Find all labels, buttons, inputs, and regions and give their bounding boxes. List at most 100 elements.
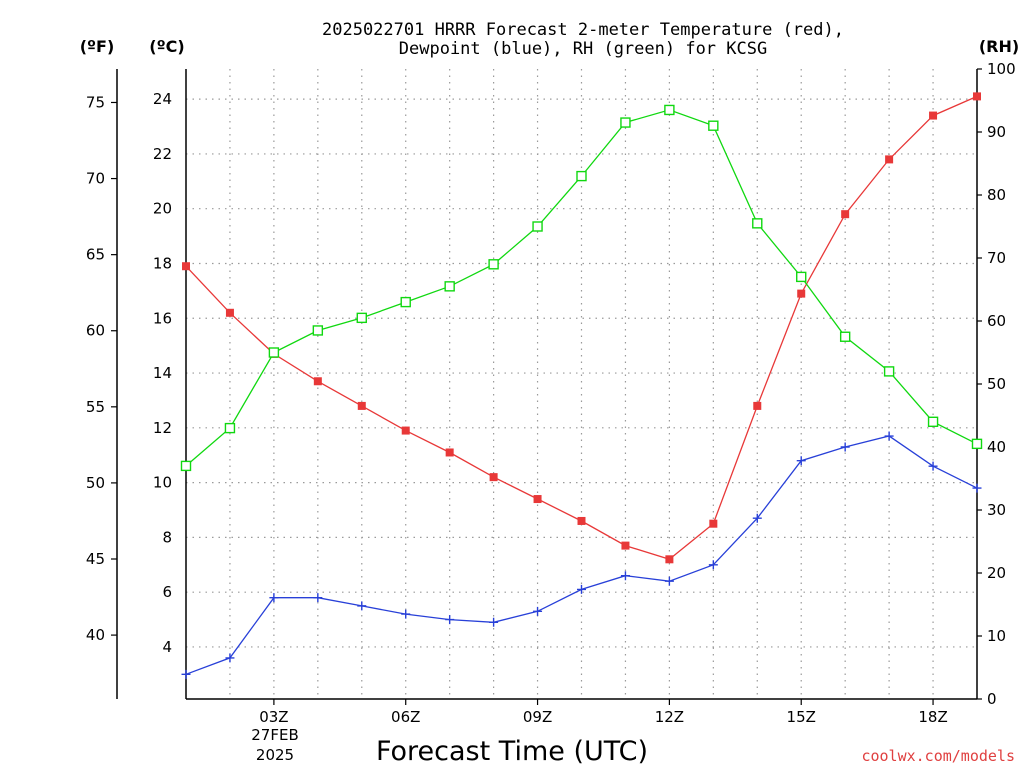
dewpoint-point [181, 669, 191, 679]
temperature-point [533, 495, 542, 504]
rh-tick-label: 20 [987, 564, 1006, 582]
dewpoint-point [357, 601, 367, 611]
rh-tick-label: 100 [987, 60, 1016, 78]
x-tick-label: 06Z [391, 708, 420, 726]
rh-point [927, 416, 939, 427]
fahrenheit-tick-label: 60 [86, 322, 105, 340]
dewpoint-point [708, 560, 718, 570]
temperature-point [225, 308, 234, 317]
temperature-point [665, 555, 674, 564]
rh-point [224, 422, 236, 434]
dewpoint-point [796, 456, 806, 466]
temperature-point [445, 448, 454, 457]
fahrenheit-tick-label: 70 [86, 170, 105, 188]
rh-point [883, 366, 895, 377]
rh-unit-label: (RH) [979, 37, 1019, 56]
temperature-point [929, 111, 938, 120]
temperature-point [709, 519, 718, 528]
rh-point [664, 104, 675, 116]
celsius-tick-label: 14 [153, 364, 172, 382]
celsius-tick-label: 22 [153, 145, 172, 163]
fahrenheit-tick-label: 50 [86, 474, 105, 492]
temperature-point [797, 289, 806, 298]
temperature-point [182, 262, 190, 271]
x-tick-label: 15Z [787, 708, 816, 726]
date-label-year: 2025 [256, 746, 294, 764]
axes [111, 68, 982, 705]
celsius-tick-label: 20 [153, 200, 172, 218]
celsius-tick-label: 16 [153, 309, 172, 327]
celsius-tick-label: 8 [162, 528, 172, 546]
x-tick-label: 18Z [918, 708, 947, 726]
fahrenheit-tick-label: 65 [86, 246, 105, 264]
dewpoint-point [533, 606, 543, 616]
rh-point [268, 347, 280, 358]
temperature-point [885, 155, 894, 164]
rh-tick-label: 60 [987, 312, 1006, 330]
rh-tick-label: 80 [987, 186, 1006, 204]
rh-point [708, 120, 719, 131]
rh-tick-label: 70 [987, 249, 1006, 267]
temperature-point [401, 426, 410, 435]
dewpoint-point [664, 576, 674, 586]
dewpoint-point [620, 571, 630, 581]
fahrenheit-tick-label: 75 [86, 93, 105, 111]
dewpoint-point [313, 593, 323, 603]
temperature-point [973, 92, 981, 101]
dewpoint-point [840, 442, 850, 452]
temperature-point [577, 516, 586, 525]
rh-tick-label: 90 [987, 123, 1006, 141]
temperature-point [489, 473, 498, 482]
dewpoint-point [884, 431, 894, 441]
rh-point [532, 221, 543, 232]
rh-point [444, 281, 455, 292]
temperature-point [357, 401, 366, 410]
temperature-point [841, 210, 850, 219]
rh-tick-label: 40 [987, 438, 1006, 456]
temperature-point [621, 541, 630, 550]
celsius-unit-label: (ºC) [149, 37, 184, 56]
temperature-line [185, 95, 978, 561]
dewpoint-point [225, 653, 235, 663]
rh-point [839, 331, 851, 342]
fahrenheit-tick-label: 40 [86, 626, 105, 644]
rh-tick-label: 50 [987, 375, 1006, 393]
celsius-tick-label: 18 [153, 254, 172, 272]
rh-line [185, 109, 978, 467]
chart-title-line-2: Dewpoint (blue), RH (green) for KCSG [399, 39, 767, 59]
fahrenheit-unit-label: (ºF) [80, 37, 115, 56]
rh-point [312, 325, 324, 336]
rh-point [752, 218, 763, 229]
rh-tick-label: 30 [987, 501, 1006, 519]
celsius-tick-label: 10 [153, 474, 172, 492]
chart-title-line-1: 2025022701 HRRR Forecast 2-meter Tempera… [322, 20, 844, 40]
grid [186, 69, 977, 699]
rh-point [576, 170, 587, 182]
rh-point [620, 117, 631, 128]
fahrenheit-tick-label: 45 [86, 550, 105, 568]
dewpoint-point [972, 483, 982, 493]
x-axis-title: Forecast Time (UTC) [376, 736, 648, 767]
celsius-tick-label: 4 [162, 638, 172, 656]
rh-point [180, 460, 192, 472]
rh-point [488, 259, 499, 270]
rh-point [796, 271, 807, 283]
rh-point [971, 438, 983, 450]
dewpoint-point [752, 513, 762, 523]
rh-tick-label: 10 [987, 627, 1006, 645]
fahrenheit-tick-label: 55 [86, 398, 105, 416]
dewpoint-line [185, 435, 978, 675]
dewpoint-point [269, 593, 279, 603]
dewpoint-point [401, 609, 411, 619]
rh-point [356, 312, 367, 324]
temperature-point [313, 377, 322, 386]
rh-tick-label: 0 [987, 690, 997, 708]
celsius-tick-label: 6 [162, 583, 172, 601]
credit-text: coolwx.com/models [861, 747, 1015, 765]
temperature-point [753, 401, 762, 410]
series-layer [180, 92, 983, 679]
dewpoint-point [577, 584, 586, 594]
dewpoint-point [928, 461, 938, 471]
x-tick-label: 03Z [259, 708, 288, 726]
